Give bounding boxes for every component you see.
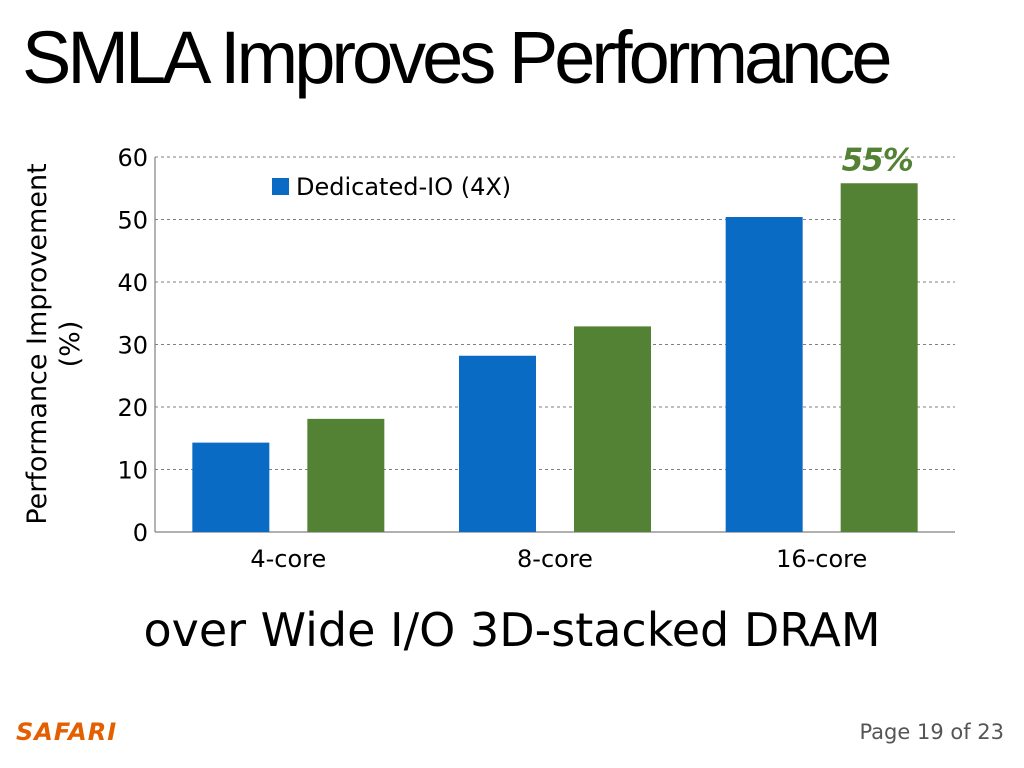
chart-annotations: 55% — [842, 142, 914, 178]
performance-bar-chart: Performance Improvement(%) 0 10 20 30 40 50 60… — [22, 142, 955, 573]
annotation-label: 55% — [842, 142, 913, 178]
chart-gridlines — [154, 156, 955, 533]
x-tick-label: 4-core — [250, 545, 326, 573]
bar-8-core-series-2 — [574, 326, 651, 532]
chart-bars — [192, 183, 918, 532]
y-tick-label: 40 — [117, 269, 148, 297]
y-tick-label: 20 — [117, 394, 148, 422]
y-tick-labels: 0 10 20 30 40 50 60 — [117, 144, 148, 547]
y-tick-label: 60 — [117, 144, 148, 172]
y-axis-title: Performance Improvement(%) — [22, 163, 86, 524]
x-tick-label: 16-core — [776, 545, 867, 573]
slide-subtitle: over Wide I/O 3D-stacked DRAM — [143, 603, 881, 657]
page-number: Page 19 of 23 — [859, 720, 1004, 744]
chart-legend: Dedicated-IO (4X) — [272, 173, 511, 201]
bar-4-core-series-2 — [307, 418, 385, 532]
legend-label: Dedicated-IO (4X) — [296, 173, 511, 201]
bar-4-core-series-1 — [192, 442, 270, 532]
bar-16-core-series-1 — [725, 217, 803, 532]
y-axis-label: Performance Improvement(%) — [22, 163, 86, 524]
slide-title: SMLA Improves Performance — [22, 16, 892, 99]
y-tick-label: 30 — [117, 332, 148, 360]
x-tick-label: 8-core — [517, 545, 593, 573]
y-tick-label: 10 — [117, 457, 148, 485]
y-tick-label: 0 — [133, 519, 148, 547]
legend-swatch — [272, 178, 289, 195]
bar-16-core-series-2 — [840, 183, 918, 532]
x-tick-labels: 4-core 8-core 16-core — [250, 545, 867, 573]
y-tick-label: 50 — [117, 207, 148, 235]
bar-8-core-series-1 — [459, 355, 536, 532]
safari-logo: SAFARI — [16, 718, 118, 746]
